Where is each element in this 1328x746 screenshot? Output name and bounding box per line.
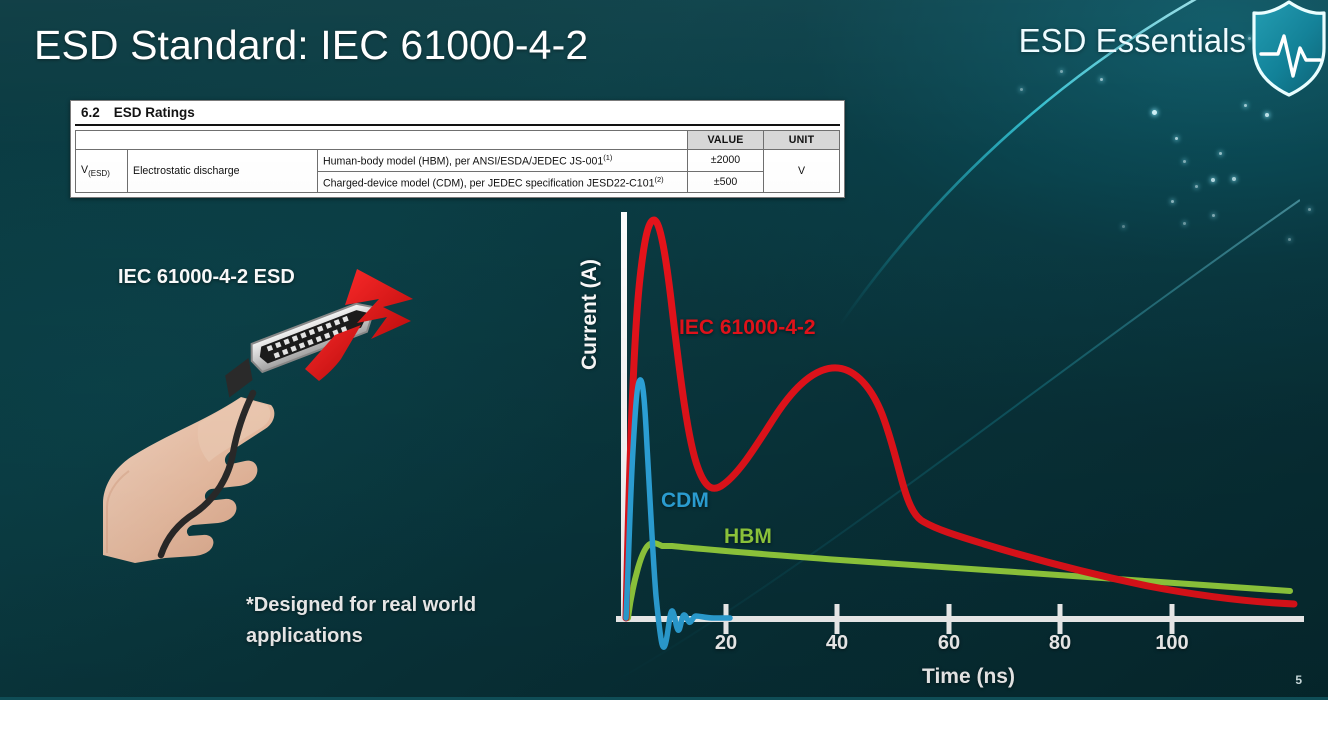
esd-ratings-table: 6.2 ESD Ratings VALUE UNIT V(ESD) Electro… — [70, 100, 845, 199]
chart-annotation-iec: IEC 61000-4-2 — [679, 316, 816, 339]
condition-text: Human-body model (HBM), per ANSI/ESDA/JE… — [323, 155, 604, 168]
chart-x-tick-label: 100 — [1155, 632, 1189, 654]
lightning-bolt-icon — [345, 269, 413, 339]
note-text: *Designed for real world applications — [246, 594, 477, 647]
footnote-marker: (2) — [654, 174, 664, 184]
chart-annotation-hbm: HBM — [724, 525, 772, 548]
spark-dot — [1183, 160, 1186, 163]
slide-canvas: ESD Standard: IEC 61000-4-2 ESD Essentia… — [0, 0, 1328, 700]
slide-page-number: 5 — [1295, 673, 1302, 687]
spark-dot — [1060, 70, 1063, 73]
table-row: V(ESD) Electrostatic discharge Human-bod… — [75, 148, 840, 194]
spark-dot — [1232, 177, 1236, 181]
parameter-cell: Electrostatic discharge — [127, 148, 318, 194]
spark-dot — [1244, 104, 1247, 107]
unit-cell: V — [763, 148, 840, 194]
table-blank-header — [75, 130, 688, 150]
hand-with-connector-illustration — [103, 269, 413, 563]
condition-cell-cdm: Charged-device model (CDM), per JEDEC sp… — [317, 170, 688, 194]
chart-x-tick-label: 20 — [714, 632, 738, 654]
spark-dot — [1152, 110, 1157, 115]
spark-dot — [1020, 88, 1023, 91]
value-cell-cdm: ±500 — [687, 170, 764, 194]
spark-dot — [1100, 78, 1103, 81]
table-row: Charged-device model (CDM), per JEDEC sp… — [76, 170, 840, 194]
chart-x-tick-label: 80 — [1048, 632, 1072, 654]
table-section-heading: 6.2 ESD Ratings — [75, 101, 840, 126]
chart-x-tick-label: 40 — [825, 632, 849, 654]
condition-text: Charged-device model (CDM), per JEDEC sp… — [323, 177, 655, 190]
lightning-bolt-tail-icon — [305, 325, 361, 381]
hdmi-connector-icon — [225, 302, 376, 398]
chart-annotation-cdm: CDM — [661, 489, 709, 512]
ratings-grid: VALUE UNIT V(ESD) Electrostatic discharg… — [75, 130, 840, 194]
table-header-row: VALUE UNIT — [75, 130, 840, 150]
symbol-cell: V(ESD) — [75, 148, 128, 194]
condition-cell-hbm: Human-body model (HBM), per ANSI/ESDA/JE… — [317, 149, 688, 172]
brand-label: ESD Essentials — [1018, 22, 1246, 59]
chart-series-hbm — [625, 540, 1293, 621]
spark-dot — [1219, 152, 1222, 155]
hand-icon — [103, 397, 275, 563]
chart-series-iec — [622, 216, 1298, 622]
chart-series-cdm — [623, 377, 733, 650]
value-cell-hbm: ±2000 — [687, 149, 764, 172]
spark-dot — [1195, 185, 1198, 188]
table-section-title: ESD Ratings — [113, 105, 195, 120]
esd-waveform-chart — [616, 212, 1304, 650]
value-column-header: VALUE — [687, 130, 764, 150]
table-section-number: 6.2 — [81, 105, 100, 120]
spark-dot — [1211, 178, 1215, 182]
chart-x-tick-label: 60 — [937, 632, 961, 654]
footnote-marker: (1) — [603, 153, 613, 162]
symbol-text: V — [81, 163, 89, 176]
spark-dot — [1265, 113, 1269, 117]
spark-dot — [1175, 137, 1178, 140]
illustration-label: IEC 61000-4-2 ESD — [118, 266, 295, 288]
shield-heartbeat-icon — [1252, 0, 1326, 97]
symbol-subscript: (ESD) — [88, 169, 110, 179]
cable-icon — [157, 389, 257, 559]
slide-footer: TEXAS INSTRUMENTS — [0, 703, 1328, 746]
unit-column-header: UNIT — [763, 130, 840, 150]
chart-x-axis-label: Time (ns) — [922, 665, 1015, 688]
page-title: ESD Standard: IEC 61000-4-2 — [34, 22, 589, 68]
